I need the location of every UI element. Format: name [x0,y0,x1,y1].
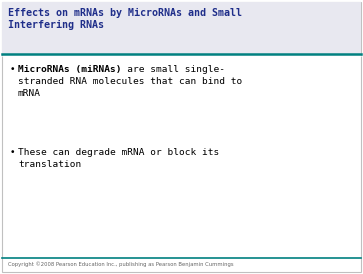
Text: are small single-
stranded RNA molecules that can bind to
mRNA: are small single- stranded RNA molecules… [18,65,242,98]
Text: •: • [10,148,16,157]
FancyBboxPatch shape [2,2,361,54]
Text: Effects on mRNAs by MicroRNAs and Small
Interfering RNAs: Effects on mRNAs by MicroRNAs and Small … [8,8,242,30]
Text: MicroRNAs (miRNAs): MicroRNAs (miRNAs) [18,65,122,74]
Text: These can degrade mRNA or block its
translation: These can degrade mRNA or block its tran… [18,148,219,169]
Text: Copyright ©2008 Pearson Education Inc., publishing as Pearson Benjamin Cummings: Copyright ©2008 Pearson Education Inc., … [8,261,234,267]
FancyBboxPatch shape [2,2,361,272]
Text: •: • [10,65,16,74]
